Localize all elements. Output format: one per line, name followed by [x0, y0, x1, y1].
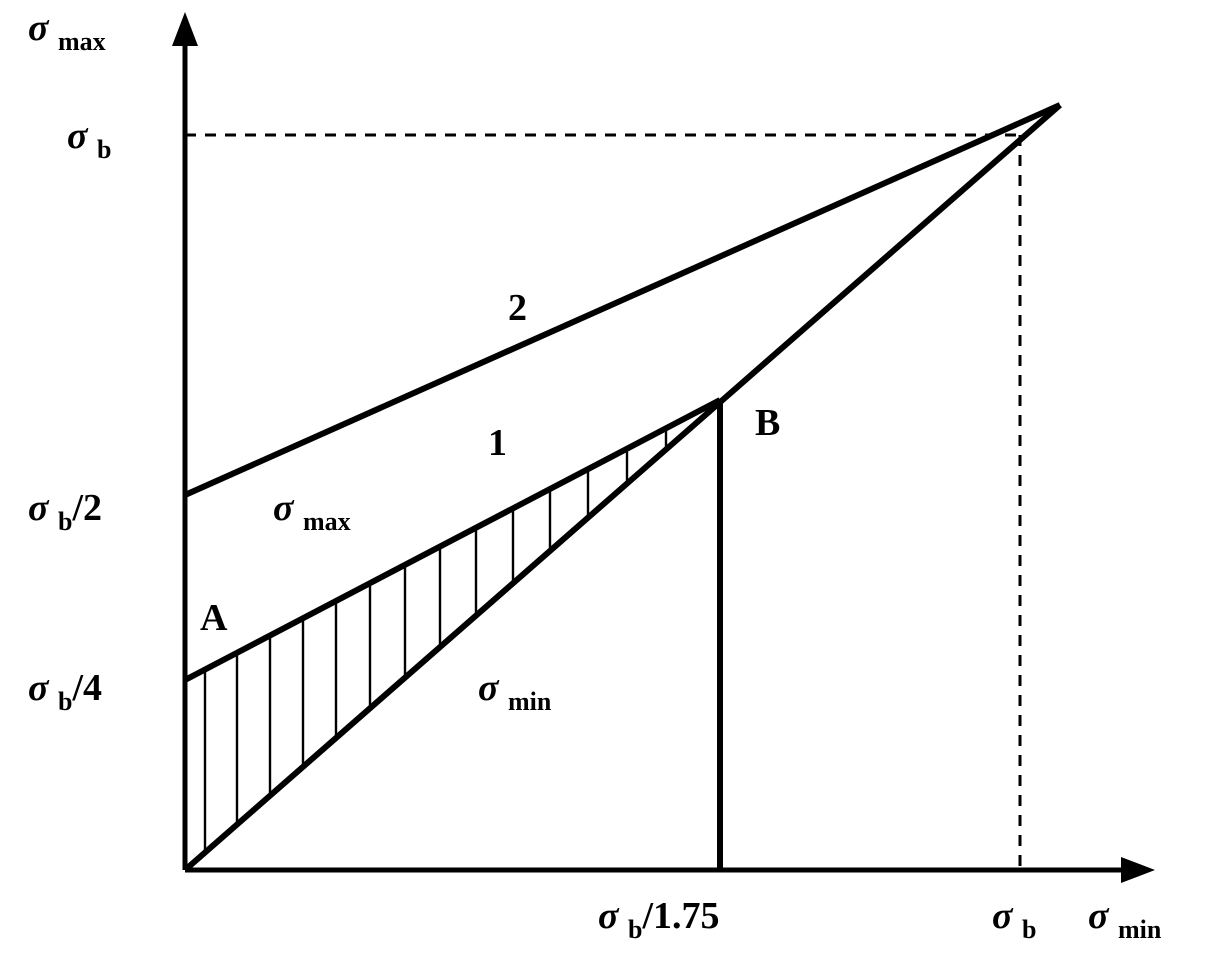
line-2: [185, 105, 1060, 495]
label-sigmaB_y: σ b: [67, 115, 111, 164]
x-axis-arrow: [1121, 857, 1155, 883]
label-sigmaB4: σ b/4: [28, 667, 102, 716]
label-xAxisTitle: σ min: [1088, 895, 1162, 944]
label-num1: 1: [488, 422, 507, 464]
label-num2: 2: [508, 287, 527, 329]
label-B: B: [755, 402, 780, 444]
label-sigmaB175: σ b/1.75: [598, 895, 720, 944]
diagonal-line: [185, 105, 1060, 870]
label-sigmaMinMid: σ min: [478, 667, 552, 716]
label-yAxisTitle: σ max: [28, 7, 106, 56]
label-A: A: [200, 597, 228, 639]
label-sigmaB2: σ b/2: [28, 487, 102, 536]
label-sigmaMaxMid: σ max: [273, 487, 351, 536]
label-sigmaB_x: σ b: [992, 895, 1036, 944]
y-axis-arrow: [172, 12, 198, 46]
